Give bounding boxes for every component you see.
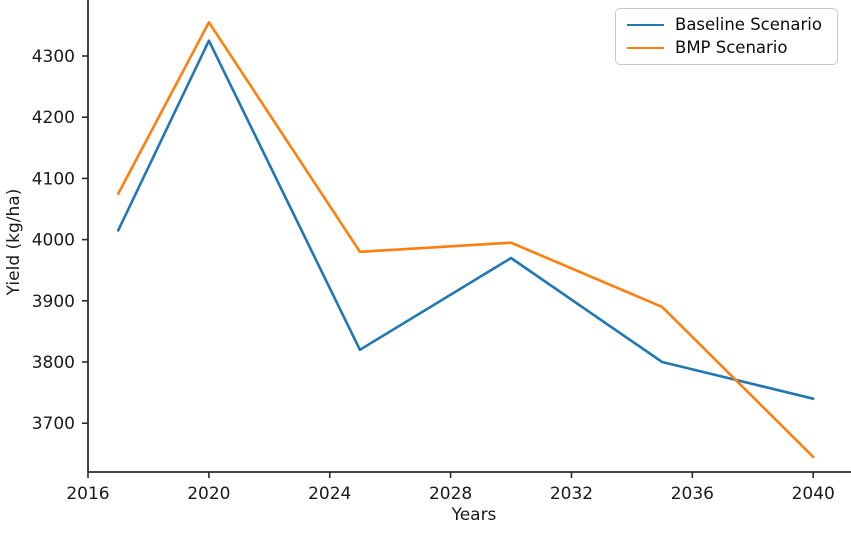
x-tick-label: 2016 xyxy=(66,484,109,504)
bmp-line-sample xyxy=(627,47,664,50)
x-tick-label: 2032 xyxy=(550,484,593,504)
x-tick-label: 2028 xyxy=(429,484,472,504)
baseline-line-sample xyxy=(627,24,664,27)
y-tick-label: 3700 xyxy=(32,414,75,434)
legend-label-bmp: BMP Scenario xyxy=(675,38,788,58)
legend-item-bmp: BMP Scenario xyxy=(627,38,827,58)
y-tick-label: 4000 xyxy=(32,231,75,251)
legend-item-baseline: Baseline Scenario xyxy=(627,15,827,34)
bmp-scenario-line xyxy=(116,20,815,459)
y-tick-label: 4300 xyxy=(32,47,75,67)
y-tick-label: 3900 xyxy=(32,292,75,312)
y-axis-title: Yield (kg/ha) xyxy=(4,188,24,296)
x-tick-label: 2020 xyxy=(187,484,230,504)
x-tick-label: 2024 xyxy=(308,484,351,504)
baseline-scenario-line xyxy=(116,39,815,401)
legend: Baseline Scenario BMP Scenario xyxy=(615,8,838,66)
legend-label-baseline: Baseline Scenario xyxy=(675,15,822,34)
y-tick-label: 4100 xyxy=(32,169,75,189)
y-tick-label: 3800 xyxy=(32,353,75,373)
x-axis-title: Years xyxy=(451,505,497,525)
x-tick-label: 2040 xyxy=(792,484,835,504)
y-tick-label: 4200 xyxy=(32,108,75,128)
x-tick-label: 2036 xyxy=(671,484,714,504)
